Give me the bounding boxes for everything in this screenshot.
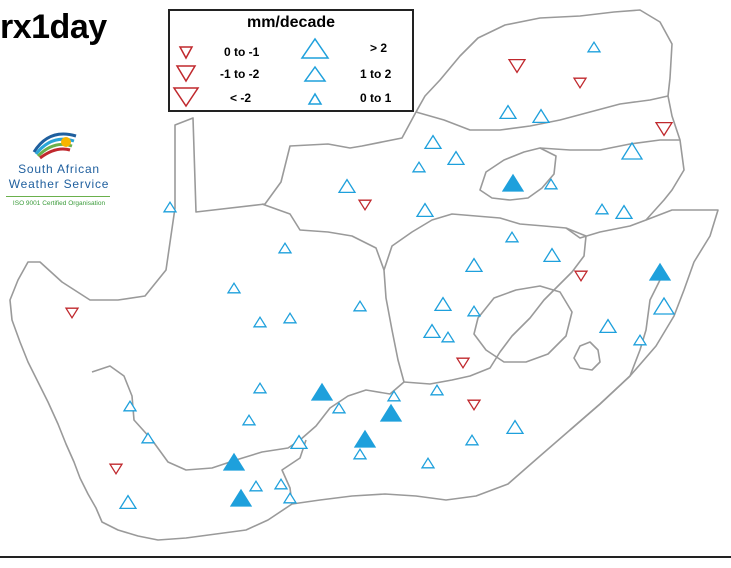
- trend-up-marker-icon: [594, 202, 610, 215]
- trend-down-marker-icon: [357, 199, 373, 212]
- trend-up-marker-icon: [464, 257, 484, 273]
- trend-up-marker-icon: [652, 296, 676, 315]
- legend-down-large-icon: [172, 87, 200, 108]
- trend-up-marker-icon: [273, 477, 289, 490]
- trend-down-marker-icon: [654, 121, 674, 137]
- trend-up-marker-icon: [464, 433, 480, 446]
- logo-divider: [6, 196, 110, 197]
- province-border: [539, 139, 680, 151]
- trend-up-marker-icon: [498, 104, 518, 120]
- legend-down-small-icon: [178, 46, 194, 60]
- trend-up-marker-icon: [140, 431, 156, 444]
- trend-up-marker-icon: [440, 330, 456, 343]
- logo-swirl-icon: [32, 132, 77, 160]
- trend-up-marker-icon: [632, 333, 648, 346]
- province-border: [383, 213, 587, 383]
- province-border: [281, 439, 307, 505]
- legend: mm/decade 0 to -1 -1 to -2 < -2 > 2 1 to…: [168, 9, 414, 112]
- trend-up-marker-icon: [586, 40, 602, 53]
- trend-down-marker-icon: [455, 357, 471, 370]
- legend-label: 0 to -1: [224, 45, 260, 59]
- trend-up-marker-icon: [620, 141, 644, 160]
- trend-down-marker-icon: [572, 77, 588, 90]
- province-border: [479, 147, 557, 201]
- trend-up-marker-icon: [252, 315, 268, 328]
- legend-symbols: [172, 37, 330, 108]
- trend-up-marker-icon: [598, 318, 618, 334]
- trend-up-marker-icon: [433, 296, 453, 312]
- trend-up-marker-icon: [222, 452, 246, 471]
- trend-up-marker-icon: [423, 134, 443, 150]
- trend-up-marker-icon: [415, 202, 435, 218]
- legend-label: 1 to 2: [360, 67, 392, 81]
- trend-up-marker-icon: [379, 403, 403, 422]
- trend-up-marker-icon: [229, 488, 253, 507]
- logo-name-line1: South African: [18, 162, 100, 176]
- legend-label: 0 to 1: [360, 91, 392, 105]
- legend-label: -1 to -2: [220, 67, 260, 81]
- trend-down-marker-icon: [108, 463, 124, 476]
- country-outline: [9, 9, 719, 541]
- trend-up-marker-icon: [543, 177, 559, 190]
- page-title: rx1day: [0, 8, 107, 46]
- legend-up-large-icon: [300, 37, 330, 59]
- province-border: [403, 235, 587, 385]
- trend-markers: [64, 40, 676, 510]
- trend-up-marker-icon: [505, 419, 525, 435]
- trend-up-marker-icon: [248, 479, 264, 492]
- bottom-rule: [0, 556, 731, 558]
- trend-up-marker-icon: [352, 447, 368, 460]
- saws-logo: South African Weather Service ISO 9001 C…: [4, 122, 114, 214]
- province-border: [565, 219, 647, 239]
- logo-name-line2: Weather Service: [8, 177, 110, 191]
- trend-up-marker-icon: [277, 241, 293, 254]
- trend-up-marker-icon: [501, 173, 525, 192]
- legend-title: mm/decade: [246, 14, 336, 31]
- eswatini-border: [573, 341, 601, 371]
- legend-up-medium-icon: [303, 65, 327, 82]
- trend-up-marker-icon: [422, 323, 442, 339]
- trend-up-marker-icon: [122, 399, 138, 412]
- trend-down-marker-icon: [64, 307, 80, 320]
- legend-down-medium-icon: [175, 65, 197, 83]
- trend-up-marker-icon: [282, 311, 298, 324]
- trend-up-marker-icon: [466, 304, 482, 317]
- trend-up-marker-icon: [420, 456, 436, 469]
- trend-up-marker-icon: [282, 491, 298, 504]
- trend-up-marker-icon: [289, 434, 309, 450]
- trend-up-marker-icon: [386, 389, 402, 402]
- trend-up-marker-icon: [429, 383, 445, 396]
- logo-certification: ISO 9001 Certified Organisation: [12, 200, 106, 207]
- trend-up-marker-icon: [310, 382, 334, 401]
- trend-up-marker-icon: [162, 200, 178, 213]
- legend-label: > 2: [370, 41, 388, 55]
- trend-up-marker-icon: [648, 262, 672, 281]
- province-border: [569, 279, 661, 431]
- trend-up-marker-icon: [411, 160, 427, 173]
- trend-up-marker-icon: [542, 247, 562, 263]
- trend-up-marker-icon: [353, 429, 377, 448]
- trend-up-marker-icon: [241, 413, 257, 426]
- trend-up-marker-icon: [331, 401, 347, 414]
- province-border: [261, 203, 385, 271]
- trend-down-marker-icon: [507, 58, 527, 74]
- trend-up-marker-icon: [252, 381, 268, 394]
- trend-up-marker-icon: [531, 108, 551, 124]
- trend-up-marker-icon: [352, 299, 368, 312]
- trend-down-marker-icon: [573, 270, 589, 283]
- trend-up-marker-icon: [614, 204, 634, 220]
- trend-up-marker-icon: [504, 230, 520, 243]
- trend-up-marker-icon: [226, 281, 242, 294]
- south-africa-map: [9, 9, 719, 541]
- trend-up-marker-icon: [337, 178, 357, 194]
- legend-up-small-icon: [307, 92, 323, 105]
- lesotho-border: [473, 285, 573, 363]
- trend-up-marker-icon: [446, 150, 466, 166]
- legend-label: < -2: [230, 91, 252, 105]
- trend-up-marker-icon: [118, 494, 138, 510]
- trend-down-marker-icon: [466, 399, 482, 412]
